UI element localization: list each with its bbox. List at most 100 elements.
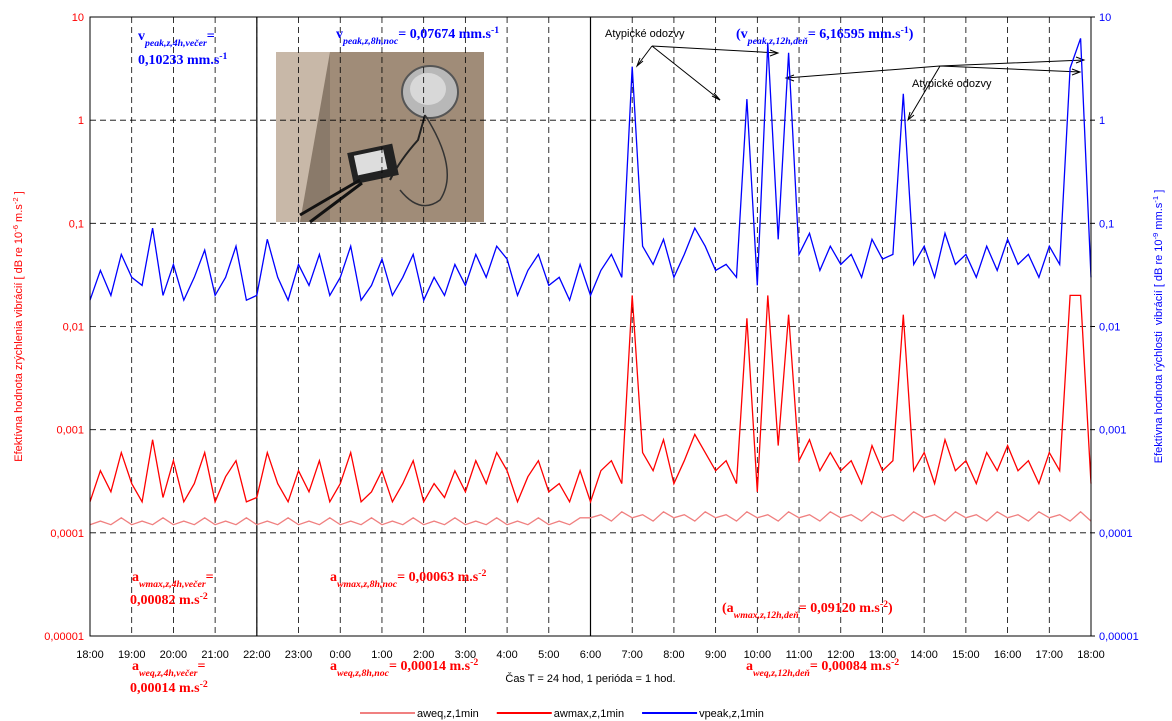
- annotation: 0,10233 mm.s-1: [138, 51, 228, 69]
- text-part: ]: [1153, 190, 1165, 196]
- text-part: weq,z,12h,deň: [753, 668, 810, 679]
- text-part: ): [888, 601, 893, 616]
- legend-label: awmax,z,1min: [554, 708, 624, 720]
- y-tick-label: 0,0001: [50, 528, 84, 540]
- text-part: =: [206, 570, 214, 585]
- text-part: = 0,00063 m.s: [397, 570, 479, 585]
- text-part: -2: [200, 679, 208, 690]
- text-part: -6: [11, 225, 20, 232]
- annotation: (awmax,z,12h,deň= 0,09120 m.s-2): [722, 599, 893, 621]
- text-part: Efektívna hodnota zrýchlenia vibrácií [ …: [13, 232, 25, 462]
- text-part: 0,10233 mm.s: [138, 53, 220, 68]
- annotation: vpeak,z,4h,večer=: [138, 29, 215, 49]
- text-part: -1: [219, 51, 227, 62]
- annotation: 0,00082 m.s-2: [130, 591, 208, 609]
- text-part: m.s: [13, 204, 25, 225]
- series-line: [89, 510, 1092, 526]
- text-part: -9: [1151, 233, 1160, 240]
- y-tick-label: 10: [72, 12, 84, 24]
- x-tick-label: 5:00: [538, 649, 559, 661]
- text-part: 0,00014 m.s: [130, 681, 200, 696]
- annotation: awmax,z,8h,noc= 0,00063 m.s-2: [330, 568, 487, 590]
- text-part: v: [138, 29, 145, 44]
- y-tick-label: 0,01: [63, 322, 84, 334]
- text-part: a: [746, 659, 753, 674]
- y2-tick-label: 1: [1099, 115, 1105, 127]
- text-part: ): [909, 27, 914, 42]
- callout: Atypické odozvy: [912, 78, 992, 90]
- text-part: -2: [200, 591, 208, 602]
- x-tick-label: 11:00: [786, 649, 813, 661]
- text-part: peak,z,8h,noc: [342, 36, 399, 47]
- x-tick-label: 22:00: [243, 649, 271, 661]
- y-tick-label: 0,00001: [44, 631, 84, 643]
- text-part: = 0,00014 m.s: [389, 659, 471, 674]
- text-part: -2: [880, 599, 888, 610]
- y2-tick-label: 0,01: [1099, 322, 1120, 334]
- x-tick-label: 1:00: [371, 649, 392, 661]
- y2-tick-label: 10: [1099, 12, 1111, 24]
- text-part: a: [132, 659, 139, 674]
- y2-tick-label: 0,0001: [1099, 528, 1133, 540]
- y-tick-label: 0,1: [69, 218, 84, 230]
- x-tick-label: 3:00: [455, 649, 476, 661]
- text-part: -1: [1151, 196, 1160, 203]
- x-tick-label: 12:00: [827, 649, 855, 661]
- photo: [276, 52, 484, 224]
- text-part: = 0,09120 m.s: [799, 601, 881, 616]
- annotation: aweq,z,12h,deň= 0,00084 m.s-2: [746, 657, 899, 679]
- text-part: a: [330, 659, 337, 674]
- callout: Atypické odozvy: [605, 28, 685, 40]
- legend-label: aweq,z,1min: [417, 708, 479, 720]
- x-tick-label: 16:00: [994, 649, 1022, 661]
- text-part: mm.s: [1153, 202, 1165, 232]
- y-tick-label: 1: [78, 115, 84, 127]
- text-part: (v: [736, 27, 748, 42]
- callout-arrows: [635, 45, 1086, 122]
- annotation: awmax,z,4h,večer=: [132, 570, 214, 590]
- x-tick-label: 19:00: [118, 649, 146, 661]
- annotation: (vpeak,z,12h,deň= 6,16595 mm.s-1): [736, 25, 914, 47]
- text-part: 0,00082 m.s: [130, 593, 200, 608]
- text-part: =: [207, 29, 215, 44]
- text-part: v: [336, 27, 343, 42]
- x-tick-label: 9:00: [705, 649, 726, 661]
- x-tick-label: 10:00: [744, 649, 772, 661]
- x-tick-label: 17:00: [1036, 649, 1064, 661]
- annotation: 0,00014 m.s-2: [130, 679, 208, 697]
- text-part: -1: [491, 25, 499, 36]
- text-part: weq,z,4h,večer: [139, 668, 198, 679]
- x-tick-label: 4:00: [496, 649, 517, 661]
- x-tick-label: 15:00: [952, 649, 980, 661]
- x-tick-label: 13:00: [869, 649, 897, 661]
- x-tick-label: 18:00: [1077, 649, 1105, 661]
- text-part: Efektívna hodnota rýchlosti vibrácií [ d…: [1153, 239, 1165, 463]
- plot-frame: [89, 16, 1092, 637]
- annotation: vpeak,z,8h,noc= 0,07674 mm.s-1: [336, 25, 499, 47]
- y2-tick-label: 0,00001: [1099, 631, 1139, 643]
- text-part: (a: [722, 601, 734, 616]
- text-part: wmax,z,8h,noc: [337, 579, 398, 590]
- text-part: peak,z,4h,večer: [144, 38, 207, 49]
- text-part: -1: [901, 25, 909, 36]
- x-tick-label: 8:00: [663, 649, 684, 661]
- x-tick-label: 14:00: [910, 649, 938, 661]
- x-tick-label: 20:00: [160, 649, 188, 661]
- text-part: a: [330, 570, 337, 585]
- y2-tick-label: 0,001: [1099, 425, 1127, 437]
- x-tick-label: 2:00: [413, 649, 434, 661]
- x-axis-title: Čas T = 24 hod, 1 perióda = 1 hod.: [505, 672, 675, 685]
- x-tick-label: 23:00: [285, 649, 313, 661]
- annotation: aweq,z,8h,noc= 0,00014 m.s-2: [330, 657, 478, 679]
- text-part: =: [198, 659, 206, 674]
- x-tick-label: 0:00: [330, 649, 351, 661]
- series-line: [89, 294, 1092, 504]
- x-tick-label: 21:00: [201, 649, 229, 661]
- y-tick-label: 0,001: [56, 425, 84, 437]
- text-part: ]: [13, 191, 25, 197]
- text-part: wmax,z,12h,deň: [734, 610, 800, 621]
- y2-tick-label: 0,1: [1099, 218, 1114, 230]
- series-line: [89, 38, 1092, 303]
- text-part: wmax,z,4h,večer: [139, 579, 206, 590]
- text-part: peak,z,12h,deň: [747, 36, 809, 47]
